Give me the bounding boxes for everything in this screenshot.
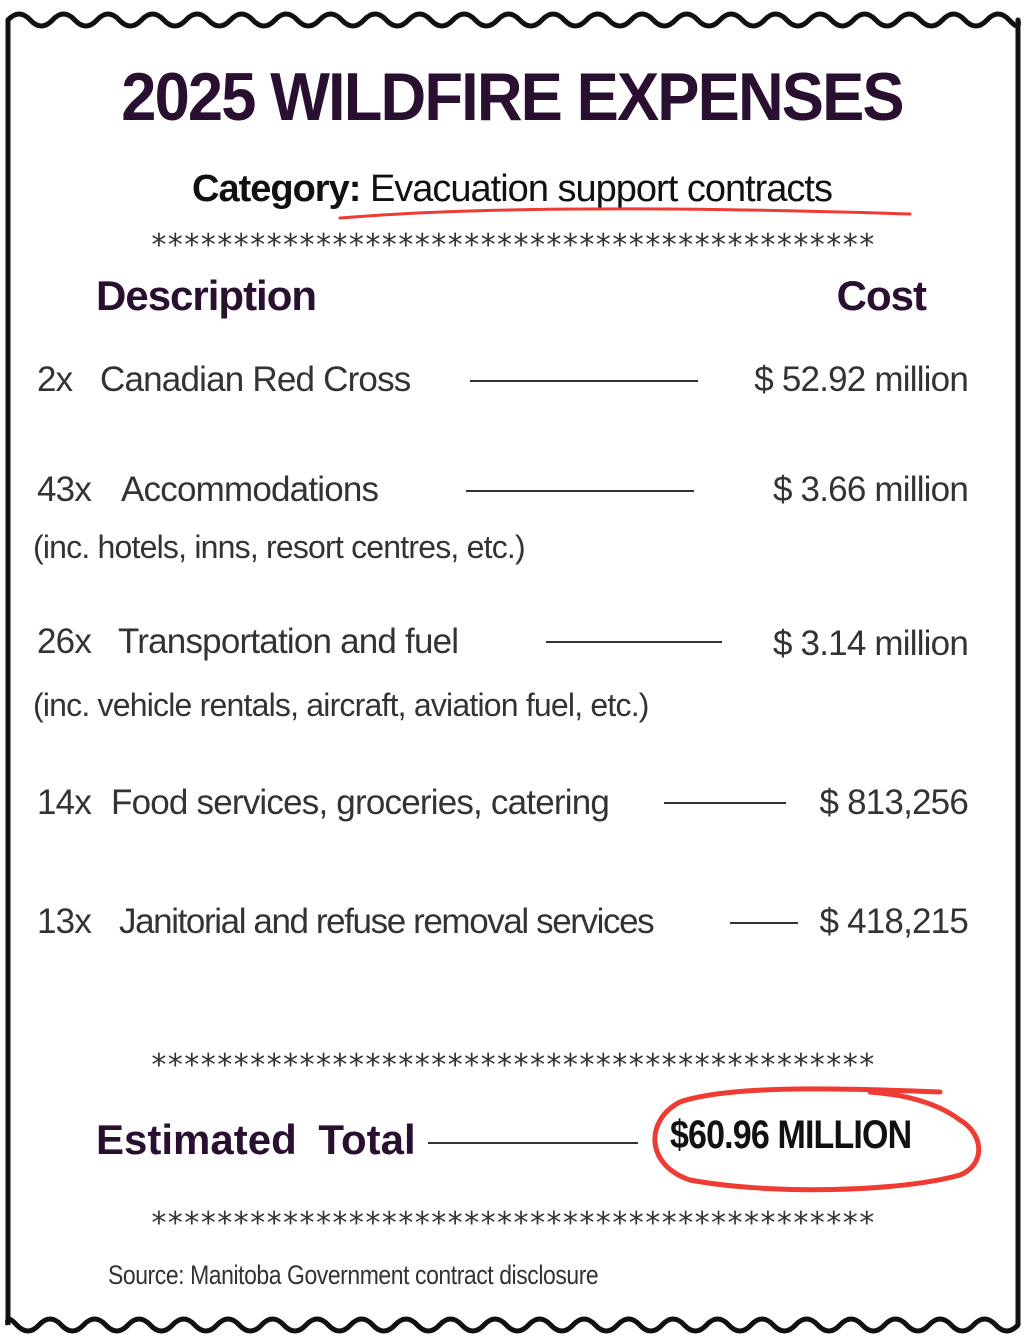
item-cost: $ 52.92 million bbox=[754, 360, 969, 399]
receipt-border bbox=[5, 11, 1021, 1334]
total-value: $60.96 MILLION bbox=[670, 1113, 912, 1157]
category-line: Category: Evacuation support contracts bbox=[0, 168, 1024, 211]
item-note: (inc. vehicle rentals, aircraft, aviatio… bbox=[33, 687, 649, 723]
item-name: Food services, groceries, catering bbox=[111, 783, 610, 822]
category-label: Category: bbox=[192, 168, 361, 210]
leader-line bbox=[664, 802, 786, 804]
separator-top: ****************************************… bbox=[149, 228, 876, 263]
leader-line bbox=[546, 641, 722, 643]
category-value: Evacuation support contracts bbox=[369, 168, 833, 210]
item-name: Janitorial and refuse removal services bbox=[119, 902, 655, 941]
item-qty: 13x bbox=[37, 902, 92, 941]
leader-line bbox=[428, 1142, 638, 1144]
item-cost: $ 418,215 bbox=[819, 902, 968, 941]
leader-line bbox=[470, 380, 698, 382]
separator-bottom: ****************************************… bbox=[149, 1206, 876, 1241]
item-cost: $ 813,256 bbox=[819, 783, 968, 822]
separator-middle: ****************************************… bbox=[149, 1048, 876, 1083]
item-qty: 26x bbox=[37, 622, 92, 661]
item-qty: 43x bbox=[37, 470, 92, 509]
item-qty: 14x bbox=[37, 783, 92, 822]
item-cost: $ 3.14 million bbox=[772, 624, 969, 663]
leader-line bbox=[730, 922, 798, 924]
total-highlight-circle bbox=[652, 1086, 982, 1193]
item-cost: $ 3.66 million bbox=[772, 470, 969, 509]
item-note: (inc. hotels, inns, resort centres, etc.… bbox=[33, 529, 526, 565]
cost-header: Cost bbox=[836, 272, 927, 319]
leader-line bbox=[466, 490, 694, 492]
category-underline bbox=[338, 207, 912, 220]
total-label: Estimated Total bbox=[96, 1116, 416, 1163]
source-note: Source: Manitoba Government contract dis… bbox=[108, 1260, 599, 1290]
item-name: Transportation and fuel bbox=[118, 622, 459, 661]
item-name: Canadian Red Cross bbox=[100, 360, 411, 399]
page-title: 2025 WILDFIRE EXPENSES bbox=[121, 59, 904, 135]
item-name: Accommodations bbox=[121, 470, 379, 509]
item-qty: 2x bbox=[37, 360, 73, 399]
description-header: Description bbox=[96, 272, 317, 319]
